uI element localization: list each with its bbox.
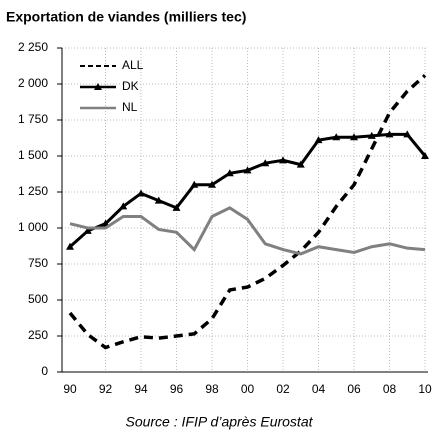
point-marker (296, 160, 305, 168)
point-marker (243, 166, 252, 174)
point-marker (119, 202, 128, 210)
point-marker (403, 130, 412, 138)
x-tick-label: 02 (276, 382, 290, 396)
point-marker (385, 130, 394, 138)
y-tick-label: 1 750 (18, 112, 48, 126)
point-marker (367, 131, 376, 139)
point-marker (225, 169, 234, 177)
legend-marker (94, 83, 102, 90)
point-marker (137, 189, 146, 197)
y-tick-label: 750 (28, 256, 48, 270)
y-tick-label: 250 (28, 328, 48, 342)
y-tick-label: 2 000 (18, 76, 48, 90)
x-tick-label: 96 (170, 382, 184, 396)
x-tick-label: 08 (383, 382, 397, 396)
legend-label: DK (122, 79, 139, 93)
x-tick-label: 94 (134, 382, 148, 396)
x-tick-label: 06 (347, 382, 361, 396)
y-tick-label: 1 500 (18, 148, 48, 162)
y-tick-label: 0 (41, 364, 48, 378)
point-marker (154, 196, 163, 204)
point-marker (332, 133, 341, 141)
chart-title: Exportation de viandes (milliers tec) (6, 9, 246, 25)
point-marker (83, 226, 92, 234)
point-marker (66, 242, 74, 250)
point-marker (172, 203, 181, 211)
point-marker (208, 180, 217, 188)
x-tick-label: 10 (418, 382, 432, 396)
point-marker (421, 152, 430, 159)
y-tick-label: 2 250 (18, 40, 48, 54)
y-tick-label: 500 (28, 292, 48, 306)
series-line (69, 132, 427, 248)
x-tick-label: 04 (312, 382, 326, 396)
x-tick-label: 92 (99, 382, 113, 396)
y-tick-label: 1 250 (18, 184, 48, 198)
point-marker (350, 133, 359, 141)
x-tick-label: 90 (63, 382, 77, 396)
point-marker (190, 180, 199, 188)
legend-label: ALL (122, 58, 144, 72)
x-tick-label: 00 (241, 382, 255, 396)
x-tick-label: 98 (205, 382, 219, 396)
point-marker (314, 136, 323, 144)
legend-label: NL (122, 100, 138, 114)
source-note: Source : IFIP d’après Eurostat (125, 414, 313, 430)
point-marker (279, 156, 288, 164)
series-line (68, 74, 427, 350)
series-line (69, 206, 426, 256)
point-marker (261, 159, 270, 167)
y-tick-label: 1 000 (18, 220, 48, 234)
